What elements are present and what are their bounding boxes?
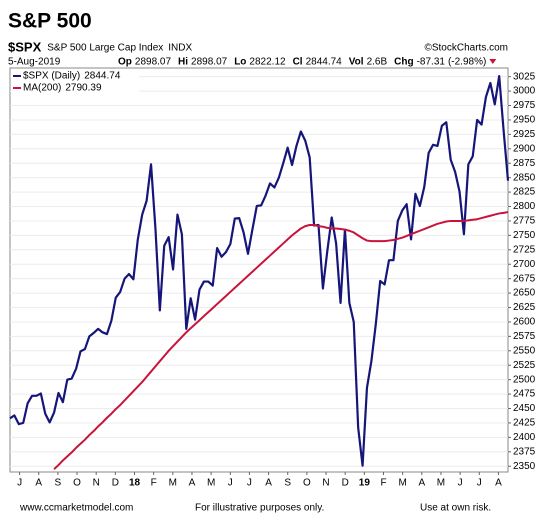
x-tick-label: 18 <box>129 478 141 489</box>
x-tick-label: J <box>17 478 22 489</box>
quote-label: Lo <box>234 57 246 68</box>
x-tick-label: M <box>207 478 215 489</box>
x-tick-label: S <box>55 478 62 489</box>
quote-value: 2.6B <box>367 57 388 68</box>
x-tick-label: J <box>477 478 482 489</box>
x-tick-label: A <box>189 478 196 489</box>
exchange: INDX <box>168 43 192 54</box>
series-line <box>53 211 509 470</box>
y-tick-label: 2400 <box>513 432 536 443</box>
y-tick-label: 2675 <box>513 273 536 284</box>
x-tick-label: D <box>342 478 349 489</box>
y-tick-label: 2650 <box>513 288 536 299</box>
y-tick-label: 2900 <box>513 143 536 154</box>
y-tick-label: 2450 <box>513 403 536 414</box>
legend-box <box>11 69 139 95</box>
pct-change: (-2.98%) <box>448 57 486 68</box>
x-tick-label: M <box>398 478 406 489</box>
legend-label: $SPX (Daily) <box>23 71 80 82</box>
index-name: S&P 500 Large Cap Index <box>47 43 163 54</box>
quote-label: Vol <box>349 57 364 68</box>
x-tick-label: M <box>437 478 445 489</box>
x-tick-label: O <box>73 478 81 489</box>
y-tick-label: 2575 <box>513 331 536 342</box>
x-tick-label: S <box>284 478 291 489</box>
y-tick-label: 2500 <box>513 374 536 385</box>
y-tick-label: 2525 <box>513 360 536 371</box>
x-tick-label: D <box>112 478 119 489</box>
footer-text: Use at own risk. <box>420 503 491 514</box>
footer-text: For illustrative purposes only. <box>195 503 324 514</box>
y-tick-label: 2975 <box>513 100 536 111</box>
y-tick-label: 2700 <box>513 259 536 270</box>
quote-value: 2898.07 <box>135 57 172 68</box>
quote-value: 2822.12 <box>249 57 286 68</box>
quote-label: Cl <box>293 57 303 68</box>
x-tick-label: N <box>322 478 329 489</box>
y-tick-label: 3000 <box>513 86 536 97</box>
date: 5-Aug-2019 <box>8 57 61 68</box>
down-arrow <box>489 59 497 64</box>
legend-value: 2790.39 <box>65 83 102 94</box>
x-tick-label: O <box>303 478 311 489</box>
x-tick-label: 19 <box>359 478 371 489</box>
y-tick-label: 2950 <box>513 115 536 126</box>
series-line <box>9 74 510 467</box>
x-tick-label: J <box>458 478 463 489</box>
chart-title: S&P 500 <box>8 10 92 33</box>
symbol: $SPX <box>8 39 42 54</box>
x-tick-label: J <box>247 478 252 489</box>
y-tick-label: 2850 <box>513 172 536 183</box>
y-tick-label: 2350 <box>513 461 536 472</box>
y-tick-label: 2775 <box>513 216 536 227</box>
x-tick-label: A <box>265 478 272 489</box>
quote-value: 2844.74 <box>306 57 343 68</box>
y-tick-label: 2475 <box>513 389 536 400</box>
y-tick-label: 2800 <box>513 201 536 212</box>
y-tick-label: 2625 <box>513 302 536 313</box>
quote-label: Chg <box>394 57 413 68</box>
y-tick-label: 2725 <box>513 244 536 255</box>
legend-label: MA(200) <box>23 83 61 94</box>
quote-label: Op <box>118 57 132 68</box>
x-tick-label: A <box>418 478 425 489</box>
y-tick-label: 2425 <box>513 418 536 429</box>
footer-text: www.ccmarketmodel.com <box>19 503 133 514</box>
y-tick-label: 2750 <box>513 230 536 241</box>
x-tick-label: A <box>495 478 502 489</box>
x-tick-label: F <box>151 478 157 489</box>
x-tick-label: A <box>35 478 42 489</box>
quote-label: Hi <box>178 57 188 68</box>
quote-value: -87.31 <box>417 57 446 68</box>
x-tick-label: N <box>93 478 100 489</box>
plot-frame <box>9 67 509 473</box>
x-tick-label: F <box>380 478 386 489</box>
y-tick-label: 2825 <box>513 187 536 198</box>
y-tick-label: 2925 <box>513 129 536 140</box>
legend-value: 2844.74 <box>84 71 121 82</box>
source: ©StockCharts.com <box>424 43 508 54</box>
y-tick-label: 2375 <box>513 446 536 457</box>
y-tick-label: 2600 <box>513 317 536 328</box>
quote-value: 2898.07 <box>191 57 228 68</box>
y-tick-label: 2550 <box>513 345 536 356</box>
x-tick-label: M <box>169 478 177 489</box>
y-tick-label: 3025 <box>513 71 536 82</box>
x-tick-label: J <box>228 478 233 489</box>
y-tick-label: 2875 <box>513 158 536 169</box>
